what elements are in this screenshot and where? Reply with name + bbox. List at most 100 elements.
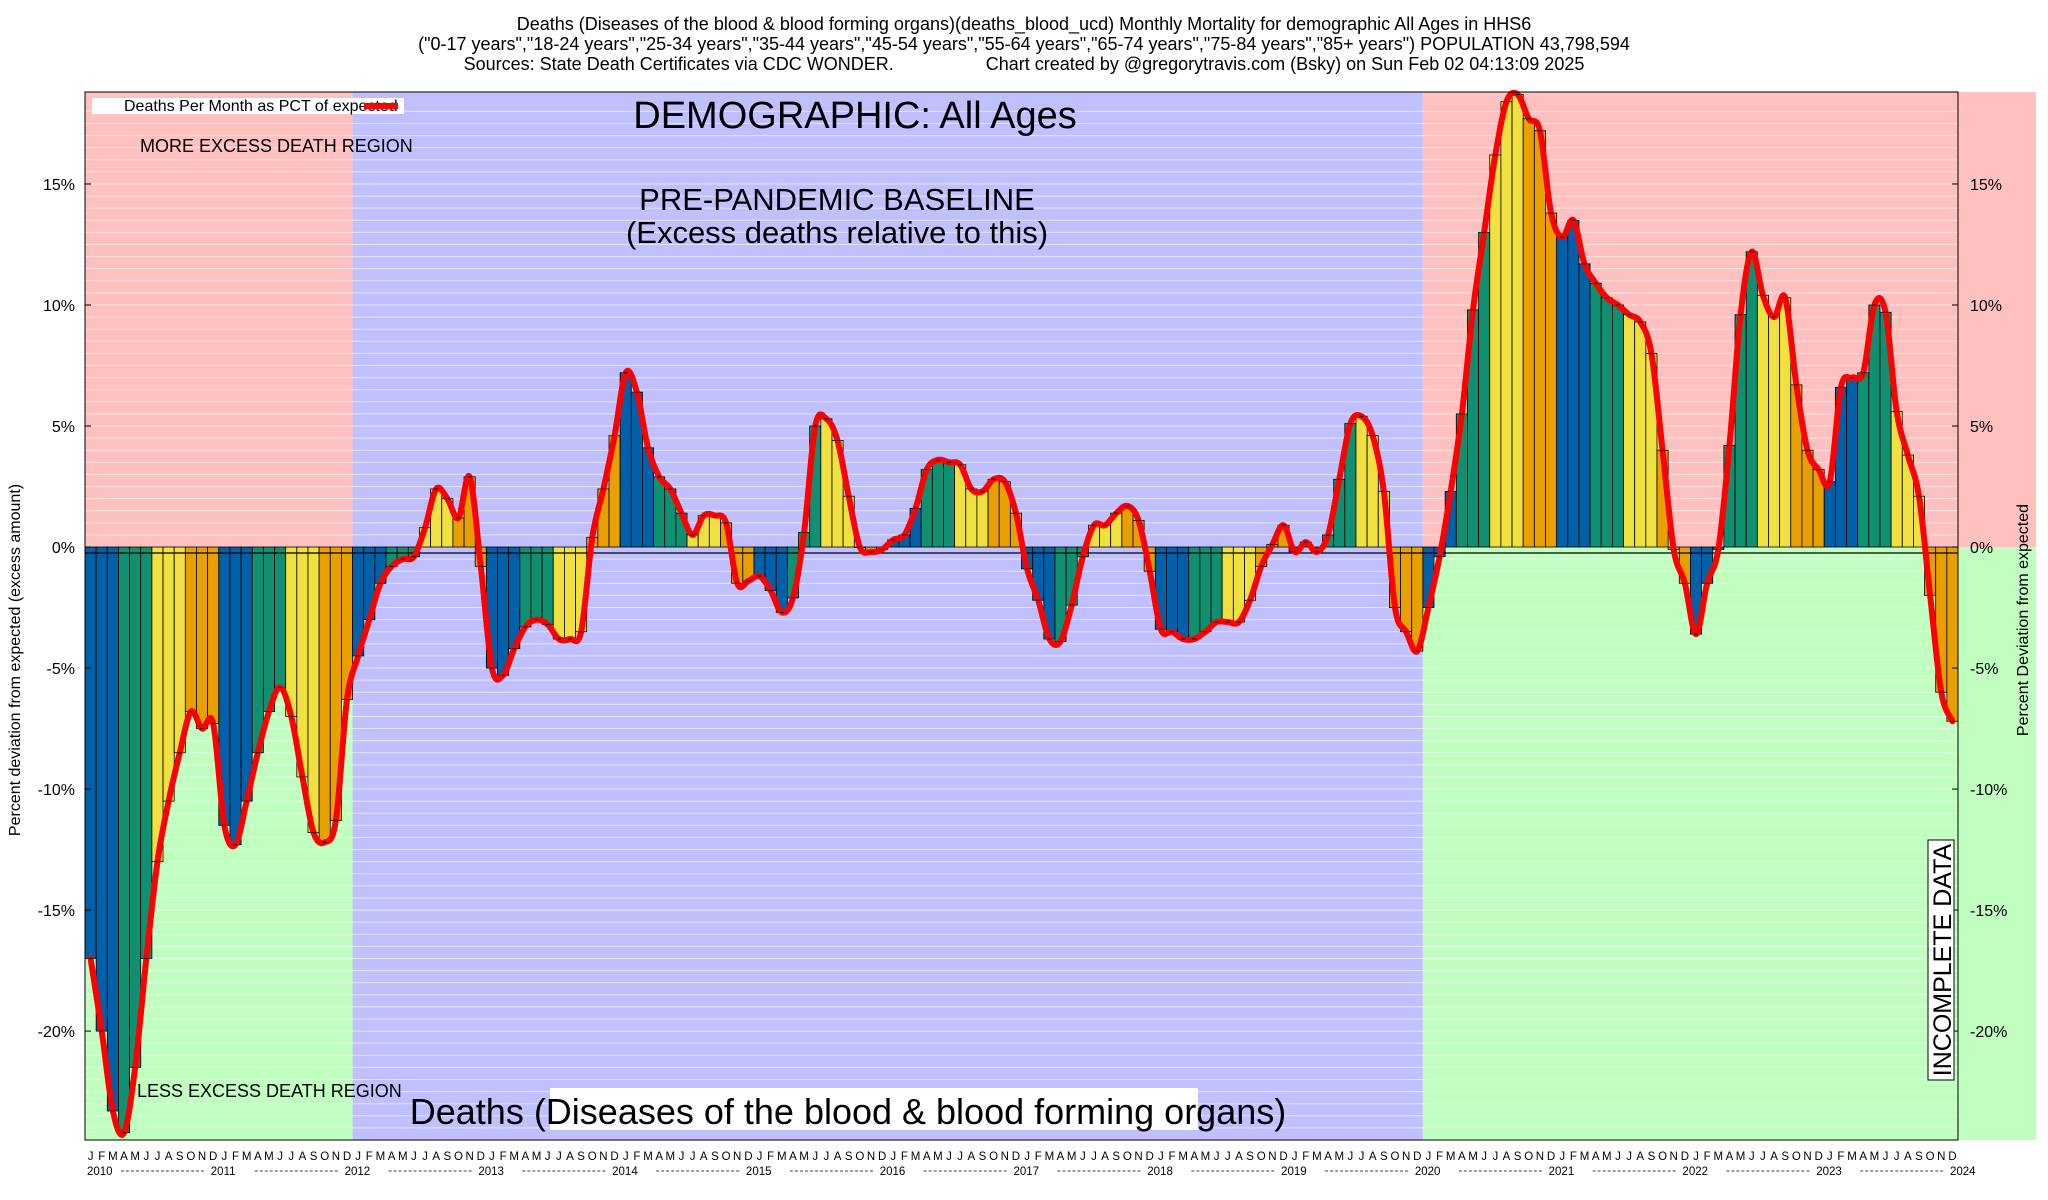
- x-tick-month: J: [277, 1151, 283, 1163]
- plot-frame: [84, 91, 1959, 1141]
- bar: [1355, 415, 1368, 548]
- bar: [1623, 314, 1636, 548]
- x-tick-month: S: [1514, 1151, 1522, 1163]
- x-tick-month: A: [1904, 1151, 1912, 1163]
- title-line-1: Deaths (Diseases of the blood & blood fo…: [516, 14, 1532, 34]
- x-tick-month: M: [130, 1151, 140, 1163]
- x-tick-month: A: [566, 1151, 574, 1163]
- bar: [943, 461, 956, 548]
- bar: [1600, 297, 1613, 548]
- bar: [708, 515, 721, 548]
- bar: [1511, 94, 1524, 548]
- x-tick-month: D: [1012, 1151, 1020, 1163]
- x-tick-month: S: [979, 1151, 987, 1163]
- bar: [285, 546, 298, 717]
- bar: [84, 546, 97, 959]
- bar: [129, 546, 142, 1068]
- bar: [106, 546, 119, 1112]
- y-tick-label-right: -15%: [1970, 903, 2007, 920]
- bar: [1188, 546, 1201, 640]
- x-tick-month: J: [1426, 1151, 1432, 1163]
- x-tick-month: D: [1948, 1151, 1956, 1163]
- line-markers: [88, 93, 1955, 1134]
- x-tick-month: M: [1178, 1151, 1188, 1163]
- x-tick-month: F: [901, 1151, 908, 1163]
- x-tick-month: N: [1268, 1151, 1276, 1163]
- bar: [497, 546, 510, 676]
- x-tick-month: A: [834, 1151, 842, 1163]
- x-tick-month: F: [633, 1151, 640, 1163]
- x-tick-year: 2014: [612, 1166, 638, 1178]
- x-tick-month: J: [1894, 1151, 1900, 1163]
- x-tick-month: S: [444, 1151, 452, 1163]
- title-line-3: Sources: State Death Certificates via CD…: [0, 54, 2048, 74]
- baseline-label-line-2: (Excess deaths relative to this): [626, 215, 1048, 250]
- legend: Deaths Per Month as PCT of expected: [92, 98, 404, 115]
- x-tick-month: F: [232, 1151, 239, 1163]
- x-tick-month: A: [1324, 1151, 1332, 1163]
- x-tick-month: J: [623, 1151, 629, 1163]
- demographic-label: DEMOGRAPHIC: All Ages: [633, 95, 1076, 137]
- x-tick-month: A: [1726, 1151, 1734, 1163]
- bar: [1489, 154, 1502, 548]
- x-tick-month: M: [1714, 1151, 1724, 1163]
- x-tick-month: J: [1481, 1151, 1487, 1163]
- x-tick-month: F: [1436, 1151, 1443, 1163]
- bar: [1578, 263, 1591, 548]
- bar: [563, 546, 576, 640]
- x-tick-month: N: [1001, 1151, 1009, 1163]
- y-axis-right: -20% -15% -10% -5% 0% 5% 10% 15%: [1952, 177, 2007, 1041]
- x-tick-month: D: [1681, 1151, 1689, 1163]
- x-tick-month: D: [610, 1151, 618, 1163]
- bar: [541, 546, 554, 625]
- bar: [1400, 546, 1413, 633]
- x-tick-month: J: [288, 1151, 294, 1163]
- x-tick-month: M: [1067, 1151, 1077, 1163]
- x-tick-year: 2023: [1816, 1166, 1842, 1178]
- y-tick-label-right: 5%: [1970, 419, 1993, 436]
- x-tick-month: A: [1636, 1151, 1644, 1163]
- x-tick-month: J: [1749, 1151, 1755, 1163]
- bottom-label-background: [550, 1088, 1198, 1130]
- x-tick-month: J: [1760, 1151, 1766, 1163]
- bar: [820, 418, 833, 548]
- bar: [274, 546, 287, 688]
- x-tick-month: J: [824, 1151, 830, 1163]
- bar: [1745, 251, 1758, 548]
- x-tick-month: D: [878, 1151, 886, 1163]
- x-tick-month: F: [767, 1151, 774, 1163]
- x-tick-month: M: [242, 1151, 252, 1163]
- legend-label: Deaths Per Month as PCT of expected: [124, 98, 398, 115]
- bar: [1857, 372, 1870, 548]
- x-tick-year: 2021: [1549, 1166, 1575, 1178]
- x-tick-month: F: [1035, 1151, 1042, 1163]
- x-tick-month: O: [320, 1151, 329, 1163]
- x-tick-month: J: [890, 1151, 896, 1163]
- bar: [1756, 294, 1769, 548]
- x-tick-month: O: [1658, 1151, 1667, 1163]
- bar: [1823, 481, 1836, 548]
- chart-title: Deaths (Diseases of the blood & blood fo…: [0, 14, 2048, 74]
- bar: [118, 546, 130, 1134]
- bar: [240, 546, 253, 802]
- x-tick-month: A: [967, 1151, 975, 1163]
- bar: [184, 546, 197, 713]
- x-tick-month: J: [957, 1151, 963, 1163]
- y-tick-label-right: 10%: [1970, 298, 2002, 315]
- x-tick-month: M: [1602, 1151, 1612, 1163]
- x-tick-month: J: [88, 1151, 94, 1163]
- bar: [965, 488, 978, 548]
- x-tick-month: A: [1770, 1151, 1778, 1163]
- x-tick-month: J: [1158, 1151, 1164, 1163]
- x-tick-month: M: [509, 1151, 519, 1163]
- x-tick-month: J: [1883, 1151, 1889, 1163]
- x-tick-month: A: [1503, 1151, 1511, 1163]
- x-tick-month: J: [155, 1151, 161, 1163]
- x-tick-month: A: [1101, 1151, 1109, 1163]
- x-tick-month: S: [1915, 1151, 1923, 1163]
- x-tick-year: 2011: [211, 1166, 236, 1178]
- x-tick-month: O: [1792, 1151, 1801, 1163]
- x-tick-month: O: [1524, 1151, 1533, 1163]
- bar: [1846, 377, 1859, 548]
- title-line-3-source: Sources: State Death Certificates via CD…: [463, 54, 894, 74]
